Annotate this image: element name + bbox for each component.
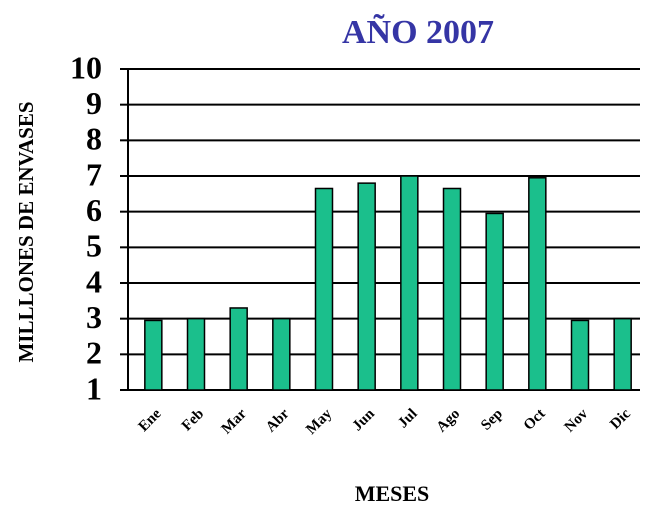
bar: [485, 212, 504, 391]
y-axis-label: MILLLONES DE ENVASES: [14, 101, 38, 362]
bar: [400, 175, 419, 391]
bar: [229, 307, 248, 391]
y-tick-label: 4: [86, 263, 102, 299]
y-tick-label: 3: [86, 299, 102, 335]
x-tick-label: Dic: [607, 406, 634, 433]
y-tick-label: 10: [70, 49, 102, 85]
x-axis-label: MESES: [355, 481, 430, 506]
y-tick-label: 7: [86, 156, 102, 192]
y-tick-label: 5: [86, 228, 102, 264]
bar: [570, 319, 590, 391]
y-tick-label: 8: [86, 121, 102, 157]
y-tick-label: 6: [86, 192, 102, 228]
x-tick-label: Jun: [350, 405, 379, 434]
y-tick-label: 2: [86, 335, 102, 371]
x-tick-label: Jul: [395, 406, 420, 431]
chart-title: AÑO 2007: [342, 14, 494, 51]
y-tick-label: 9: [86, 85, 102, 121]
bar: [613, 317, 632, 391]
bar: [442, 187, 462, 391]
bar: [272, 317, 291, 391]
x-tick-label: May: [303, 406, 335, 438]
x-tick-label: Sep: [478, 406, 506, 434]
x-tick-label: Feb: [179, 406, 207, 434]
bar: [314, 187, 334, 391]
x-tick-label: Nov: [562, 406, 592, 436]
x-tick-label: Ago: [434, 406, 464, 436]
x-tick-label: Abr: [263, 406, 293, 436]
bar: [144, 319, 163, 391]
y-tick-label: 1: [86, 370, 102, 406]
x-tick-label: Oct: [521, 406, 549, 434]
bar: [528, 177, 547, 391]
bar: [186, 317, 206, 391]
x-tick-label: Mar: [219, 406, 251, 438]
x-tick-label: Ene: [136, 406, 165, 435]
bar: [357, 182, 376, 391]
